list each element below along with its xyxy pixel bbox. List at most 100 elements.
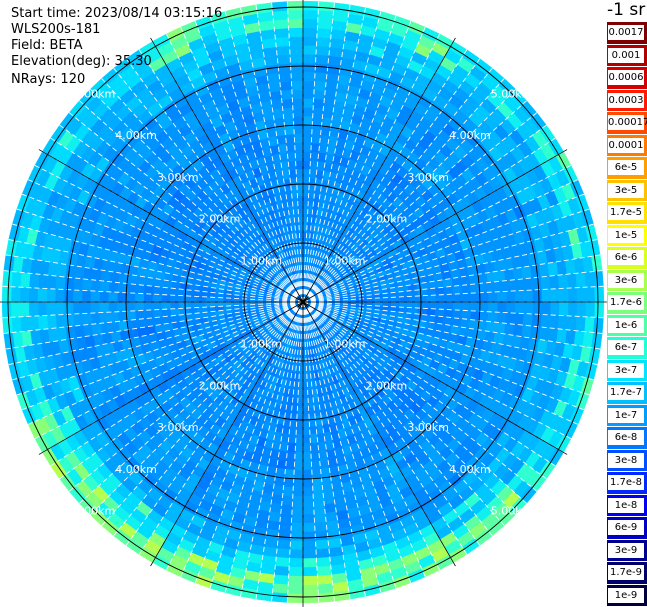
range-gate-cell — [318, 1, 335, 12]
range-gate-cell — [279, 152, 289, 163]
range-gate-cell — [109, 271, 120, 283]
range-gate-cell — [37, 287, 47, 303]
range-gate-cell — [594, 286, 605, 303]
range-gate-cell — [282, 486, 294, 497]
range-gate-cell — [559, 301, 569, 317]
range-gate-cell — [143, 293, 153, 303]
colorbar-level-label: 0.0001 — [608, 137, 644, 153]
range-gate-cell — [523, 301, 534, 315]
range-gate-cell — [268, 81, 282, 93]
range-gate-cell — [292, 107, 304, 117]
range-gate-cell — [272, 485, 284, 496]
range-ring-label: 3.00km — [407, 171, 449, 184]
range-gate-cell — [153, 316, 164, 326]
range-gate-cell — [317, 574, 333, 586]
colorbar-level: 6e-6 — [607, 247, 647, 270]
range-gate-cell — [276, 54, 291, 65]
range-gate-cell — [2, 270, 13, 287]
range-gate-cell — [2, 317, 13, 334]
range-gate-cell — [81, 278, 92, 292]
range-gate-cell — [470, 292, 481, 303]
range-gate-cell — [318, 592, 335, 603]
range-gate-cell — [325, 520, 340, 532]
range-gate-cell — [288, 558, 304, 568]
range-gate-cell — [11, 316, 22, 333]
range-gate-cell — [19, 301, 30, 318]
range-gate-cell — [287, 442, 296, 453]
range-gate-cell — [313, 504, 326, 515]
range-gate-cell — [117, 311, 128, 322]
range-gate-cell — [99, 301, 109, 313]
range-gate-cell — [295, 434, 304, 444]
range-gate-cell — [296, 186, 304, 197]
range-gate-cell — [302, 115, 313, 126]
range-gate-cell — [161, 294, 171, 303]
range-gate-cell — [324, 81, 338, 93]
range-gate-cell — [291, 513, 304, 524]
range-gate-cell — [313, 80, 327, 91]
range-gate-cell — [550, 301, 560, 316]
range-gate-cell — [281, 495, 294, 506]
range-gate-cell — [288, 425, 297, 435]
colorbar-level-label: 1e-8 — [608, 497, 644, 513]
range-gate-cell — [28, 287, 39, 303]
range-gate-cell — [287, 9, 304, 20]
range-gate-cell — [290, 71, 304, 82]
range-gate-cell — [322, 485, 334, 496]
range-gate-cell — [81, 312, 92, 326]
range-ring-label: 1.00km — [241, 254, 283, 267]
range-gate-cell — [302, 407, 310, 418]
range-gate-cell — [461, 310, 472, 320]
range-gate-cell — [417, 301, 428, 309]
range-gate-cell — [514, 312, 525, 326]
range-gate-cell — [302, 177, 310, 188]
range-gate-cell — [46, 288, 56, 303]
range-gate-cell — [453, 301, 463, 311]
range-gate-cell — [487, 311, 498, 323]
range-gate-cell — [322, 108, 334, 119]
range-gate-cell — [255, 590, 273, 602]
range-gate-cell — [287, 584, 304, 595]
range-gate-cell — [312, 98, 325, 109]
range-gate-cell — [270, 494, 283, 505]
colorbar-level: 0.0001 — [607, 134, 647, 157]
range-gate-cell — [290, 522, 304, 533]
range-gate-cell — [46, 301, 56, 316]
range-gate-cell — [290, 531, 304, 542]
range-gate-cell — [314, 530, 329, 541]
range-gate-cell — [273, 18, 289, 30]
range-gate-cell — [54, 288, 65, 303]
colorbar-level: 0.00017 — [607, 112, 647, 135]
range-gate-cell — [275, 45, 291, 56]
colorbar-level: 1e-7 — [607, 404, 647, 427]
range-gate-cell — [496, 311, 507, 324]
range-gate-cell — [309, 425, 318, 435]
range-gate-cell — [19, 272, 31, 288]
colorbar-level: 6e-8 — [607, 427, 647, 450]
range-gate-cell — [311, 469, 322, 479]
range-gate-cell — [461, 284, 472, 294]
range-gate-cell — [37, 301, 47, 317]
range-gate-cell — [285, 460, 295, 471]
range-gate-cell — [271, 592, 288, 603]
range-gate-cell — [294, 142, 304, 152]
range-gate-cell — [451, 276, 462, 287]
colorbar-level-label: 6e-6 — [608, 250, 644, 265]
range-gate-cell — [19, 316, 31, 332]
range-gate-cell — [144, 317, 155, 328]
range-ring-label: 5.00km — [491, 87, 533, 100]
range-gate-cell — [295, 160, 304, 170]
range-ring-label: 1.00km — [324, 254, 366, 267]
range-gate-cell — [266, 72, 281, 84]
range-gate-cell — [117, 282, 128, 293]
range-gate-cell — [90, 301, 100, 314]
range-gate-cell — [287, 160, 297, 171]
range-gate-cell — [294, 452, 304, 462]
colorbar-level-label: 3e-5 — [608, 182, 644, 198]
range-gate-cell — [315, 54, 330, 65]
range-gate-cell — [443, 309, 454, 318]
range-gate-cell — [514, 278, 525, 292]
instrument-label: WLS200s-181 — [11, 22, 101, 37]
colorbar-level-label: 6e-7 — [608, 340, 644, 355]
range-gate-cell — [271, 1, 288, 12]
